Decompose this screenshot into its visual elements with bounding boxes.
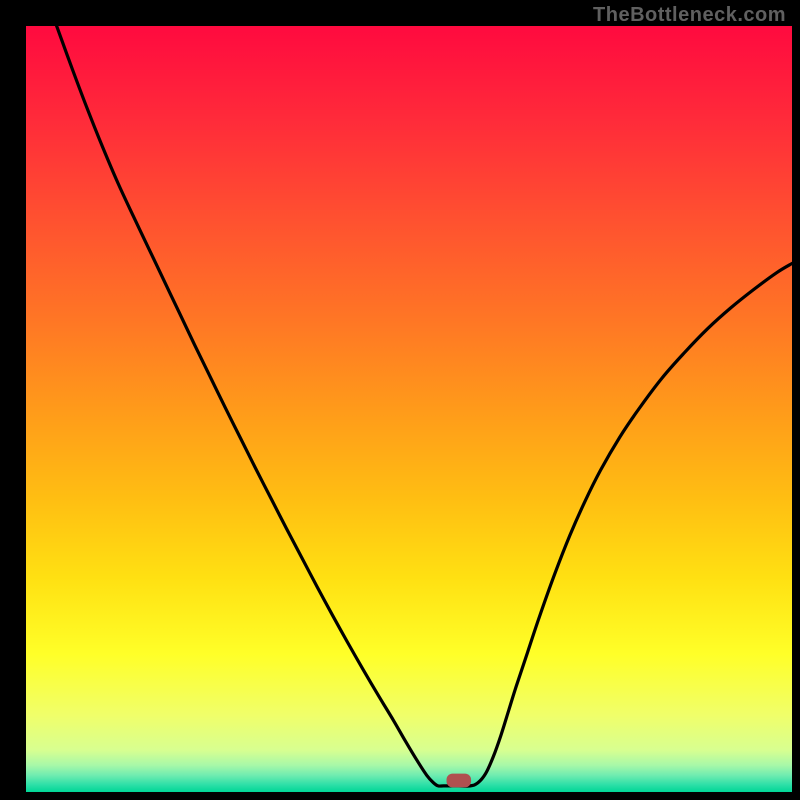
chart-background-gradient <box>26 26 792 792</box>
chart-frame: TheBottleneck.com <box>0 0 800 800</box>
watermark-text: TheBottleneck.com <box>593 4 786 27</box>
optimal-point-marker <box>447 774 472 788</box>
bottleneck-chart <box>0 0 800 800</box>
